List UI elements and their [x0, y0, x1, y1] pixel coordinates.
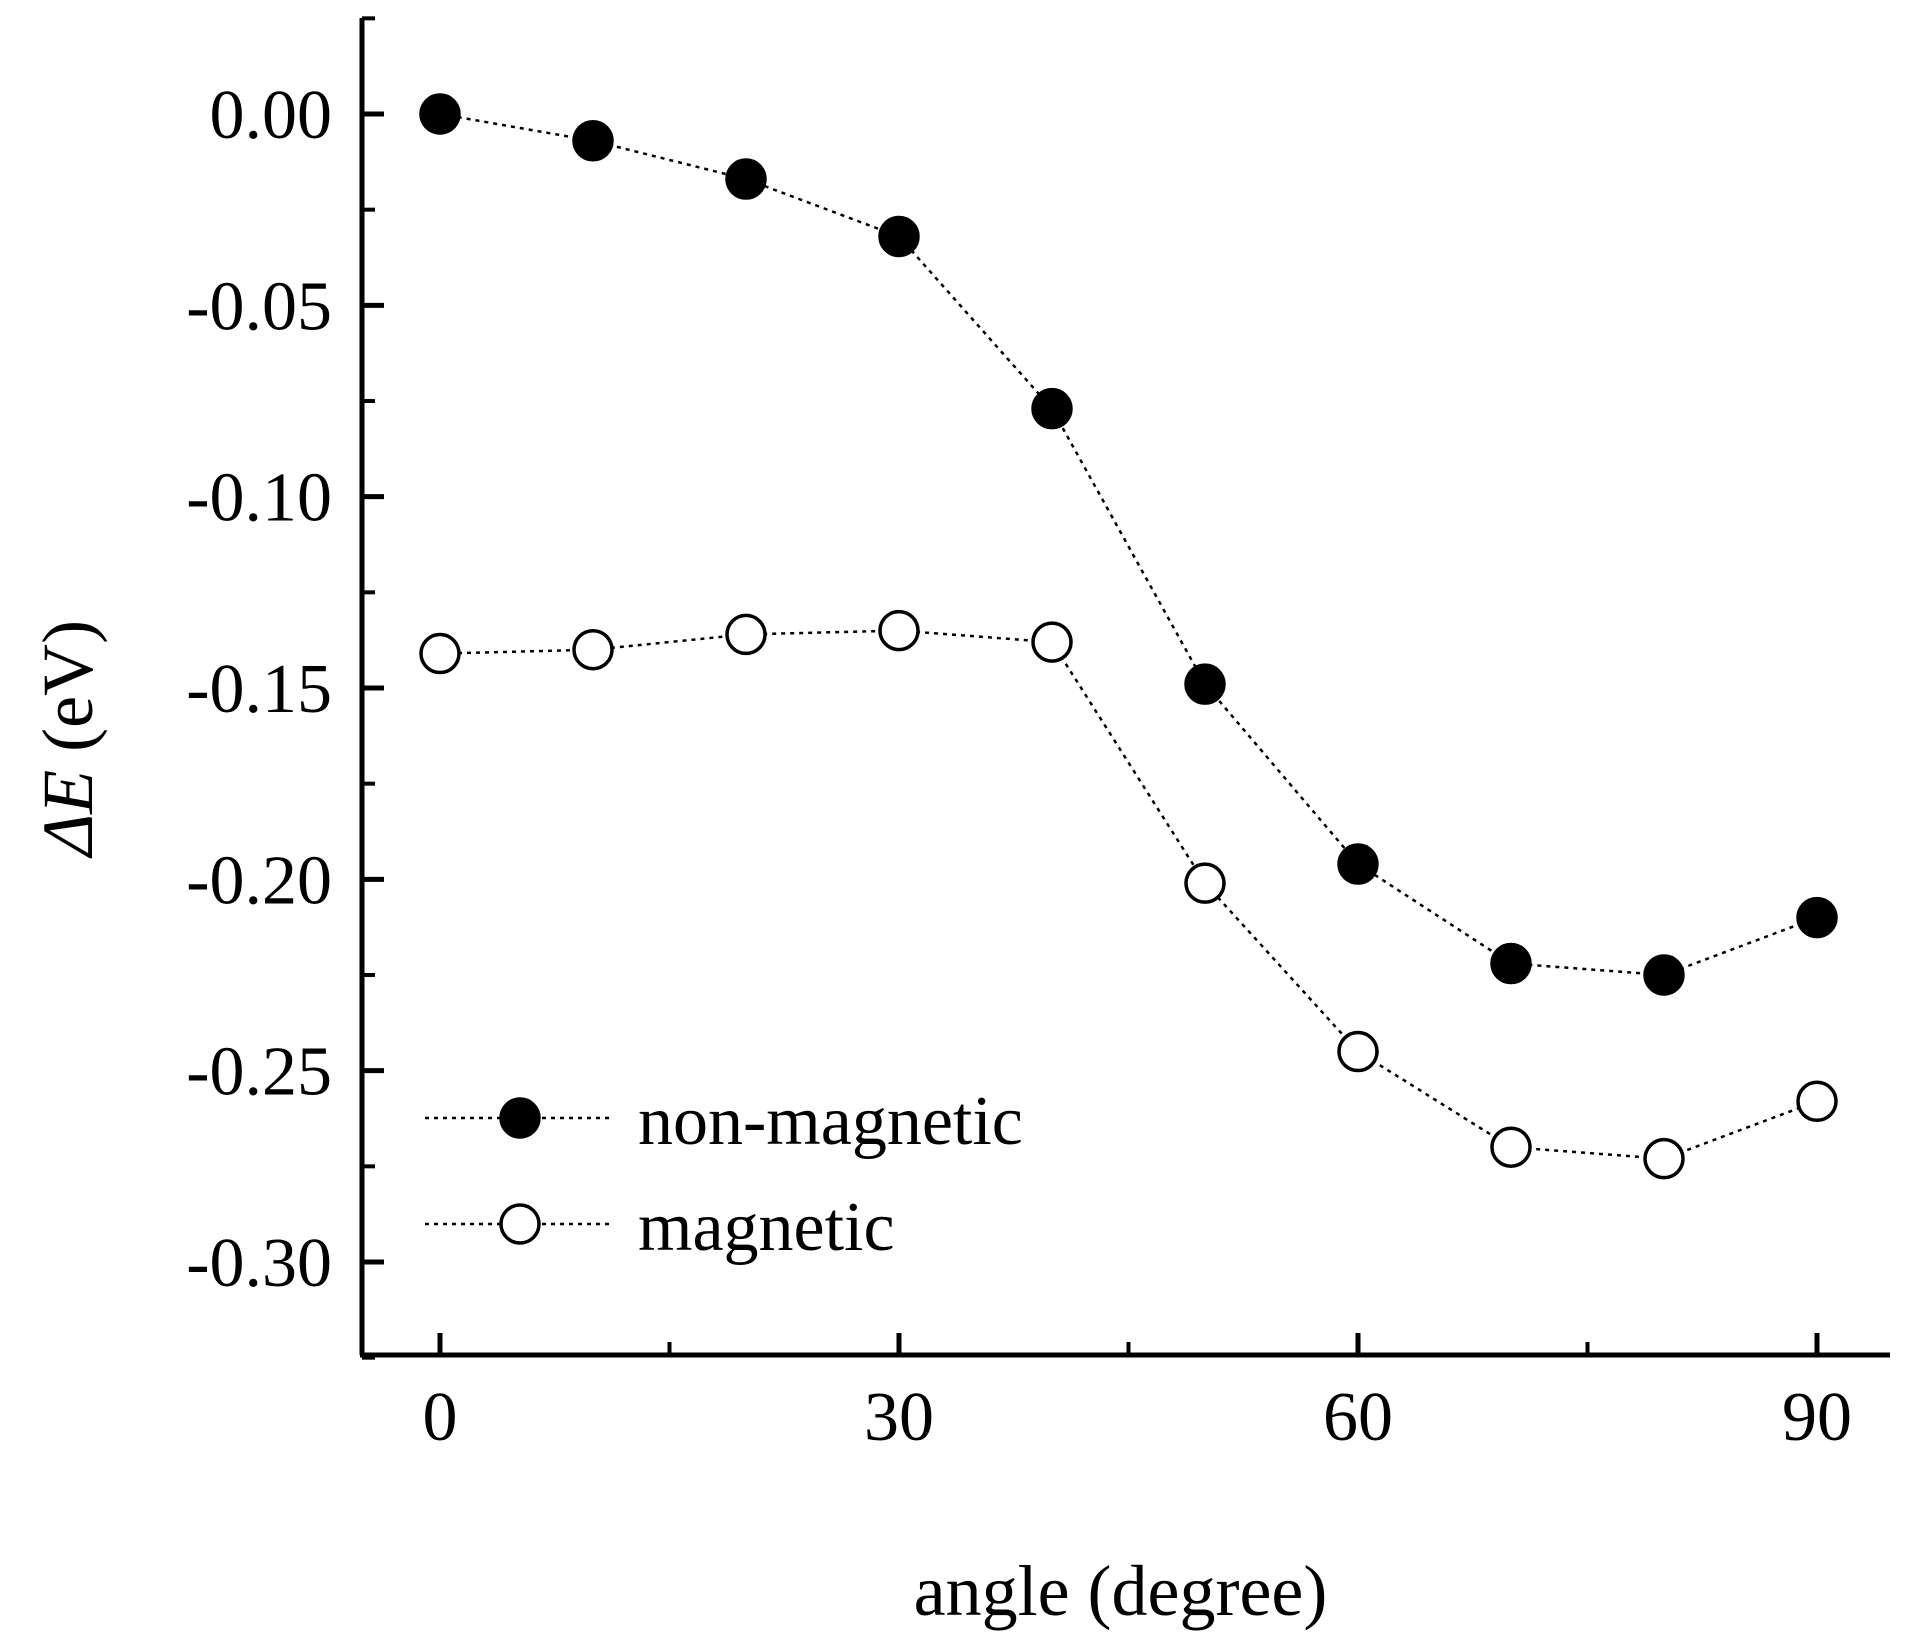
y-tick-label: -0.10 [186, 460, 332, 537]
axis-titles: angle (degree) ΔE (eV) [28, 620, 1327, 1631]
plot-area [419, 93, 1838, 1180]
data-point-magnetic [1643, 1137, 1685, 1180]
legend-marker [499, 1203, 541, 1245]
series-line-magnetic [439, 629, 1818, 1160]
y-tick-label: -0.20 [186, 842, 332, 919]
data-point-magnetic [1490, 1126, 1532, 1168]
data-point-non-magnetic [1643, 954, 1685, 996]
x-tick-label: 0 [423, 1379, 458, 1456]
x-tick-label: 30 [864, 1379, 934, 1456]
data-point-non-magnetic [1796, 896, 1838, 939]
data-point-non-magnetic [419, 93, 461, 135]
data-point-magnetic [725, 613, 767, 656]
legend: non-magnetic magnetic [425, 1083, 1023, 1266]
y-tick-label: -0.05 [186, 268, 332, 345]
data-point-non-magnetic [878, 215, 920, 258]
data-point-magnetic [1337, 1030, 1379, 1073]
y-tick-label: -0.15 [186, 651, 332, 728]
data-point-magnetic [1796, 1080, 1838, 1123]
data-point-non-magnetic [725, 158, 767, 200]
y-tick-label: -0.30 [186, 1225, 332, 1302]
data-point-non-magnetic [1184, 663, 1226, 705]
y-axis-title: ΔE (eV) [28, 620, 108, 859]
data-point-magnetic [572, 628, 614, 671]
y-axis-title-symbol: ΔE [28, 770, 108, 859]
data-point-non-magnetic [572, 120, 614, 162]
x-tick-label: 90 [1782, 1379, 1852, 1456]
data-point-magnetic [1184, 862, 1226, 904]
data-point-magnetic [419, 632, 461, 675]
y-tick-label: 0.00 [210, 77, 333, 154]
y-axis-title-unit: (eV) [28, 620, 108, 770]
data-point-non-magnetic [1031, 387, 1073, 430]
data-point-non-magnetic [1337, 843, 1379, 885]
data-point-magnetic [1031, 621, 1073, 663]
legend-marker [499, 1097, 541, 1139]
data-point-magnetic [878, 609, 920, 652]
data-point-non-magnetic [1490, 942, 1532, 985]
legend-label: non-magnetic [638, 1083, 1023, 1160]
x-tick-label: 60 [1323, 1379, 1393, 1456]
y-tick-label: -0.25 [186, 1034, 332, 1111]
legend-label: magnetic [638, 1189, 895, 1266]
axes: 0.00 -0.05 -0.10 -0.15 -0.20 -0.25 -0.30 0 30 60 9… [186, 16, 1890, 1456]
x-axis-title: angle (degree) [914, 1551, 1328, 1631]
series-line-non-magnetic [439, 112, 1818, 977]
